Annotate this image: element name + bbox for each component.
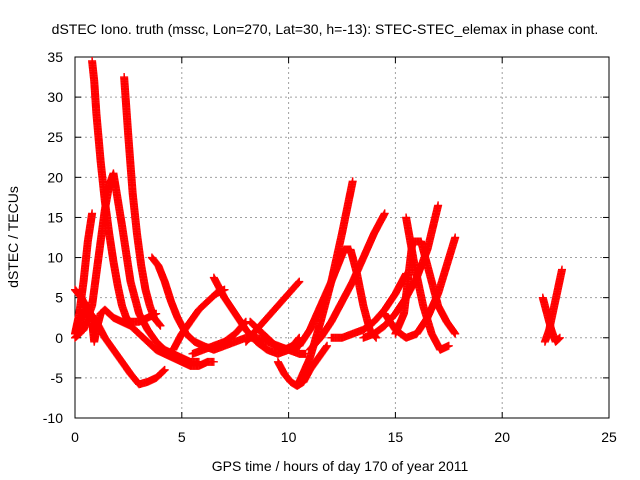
plot-frame	[74, 56, 610, 419]
data-point	[348, 177, 357, 186]
x-tick-label: 25	[601, 429, 617, 445]
data-point	[194, 357, 203, 366]
x-tick-label: 20	[494, 429, 510, 445]
series-22	[540, 265, 567, 346]
data-marks	[71, 57, 567, 390]
y-tick-label: 15	[47, 209, 63, 225]
y-tick-label: 10	[47, 250, 63, 266]
series-5	[120, 73, 165, 330]
axis-ticks	[74, 56, 610, 419]
tick-labels: 0 5 10 15 20 25 -10 -5 0 5 10 15 20 25 30 35	[43, 49, 617, 445]
data-point	[240, 319, 249, 328]
data-point	[159, 366, 168, 375]
x-axis-label: GPS time / hours of day 170 of year 2011	[212, 458, 469, 474]
x-tick-label: 10	[281, 429, 297, 445]
series-7	[169, 285, 229, 354]
series-4	[71, 169, 203, 366]
data-point	[555, 334, 564, 343]
data-point	[322, 342, 331, 351]
y-tick-label: -5	[51, 370, 64, 386]
series-16	[327, 269, 411, 342]
series-11	[241, 277, 304, 346]
y-tick-label: 30	[47, 89, 63, 105]
data-point	[159, 367, 168, 376]
data-point	[450, 328, 459, 337]
chart-title: dSTEC Iono. truth (mssc, Lon=270, Lat=30…	[52, 21, 599, 37]
y-tick-label: 20	[47, 169, 63, 185]
y-axis-label: dSTEC / TECUs	[5, 186, 21, 288]
x-tick-label: 5	[178, 429, 186, 445]
y-tick-label: 0	[55, 330, 63, 346]
series-15	[305, 209, 389, 354]
x-tick-label: 0	[71, 429, 79, 445]
data-point	[434, 201, 443, 210]
data-point	[555, 333, 564, 342]
series-3	[71, 285, 169, 389]
data-point	[380, 209, 389, 218]
data-point	[451, 329, 460, 338]
data-point	[558, 265, 567, 274]
data-point	[444, 341, 453, 350]
data-point	[293, 279, 302, 288]
y-tick-label: 5	[55, 290, 63, 306]
series-9	[188, 317, 250, 358]
data-point	[209, 357, 218, 366]
data-point	[155, 320, 164, 329]
series-20	[402, 213, 453, 354]
x-tick-label: 15	[388, 429, 404, 445]
data-point	[295, 277, 304, 286]
data-point	[294, 278, 303, 287]
y-tick-label: -10	[43, 410, 63, 426]
data-point	[155, 319, 164, 328]
data-point	[451, 233, 460, 242]
data-point	[160, 365, 169, 374]
data-point	[88, 209, 97, 218]
data-point	[156, 321, 165, 330]
data-point	[554, 335, 563, 344]
y-tick-label: 35	[47, 49, 63, 65]
data-point	[323, 341, 332, 350]
y-tick-label: 25	[47, 129, 63, 145]
